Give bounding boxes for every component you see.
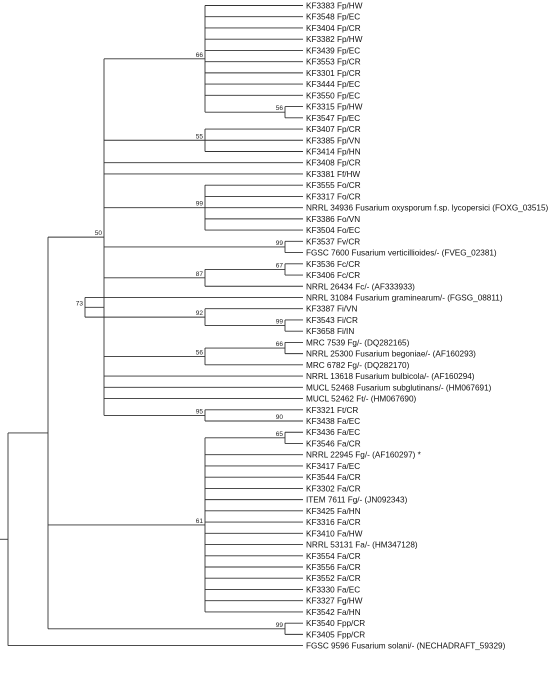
bootstrap-support-value: 66	[196, 52, 204, 59]
taxon-label: KF3425 Fa/HN	[306, 507, 361, 516]
taxon-label: KF3548 Fp/EC	[306, 13, 360, 22]
taxon-label: NRRL 26434 Fc/- (AF333933)	[306, 282, 415, 291]
taxon-label: KF3383 Fp/HW	[306, 2, 363, 11]
bootstrap-support-value: 66	[276, 341, 284, 348]
taxon-label: KF3410 Fa/HW	[306, 529, 363, 538]
taxon-label: KF3406 Fc/CR	[306, 271, 360, 280]
taxon-label: KF3417 Fa/EC	[306, 462, 360, 471]
bootstrap-support-value: 99	[276, 240, 284, 247]
taxon-label: FGSC 7600 Fusarium verticillioides/- (FV…	[306, 249, 497, 258]
bootstrap-support-value: 99	[196, 201, 204, 208]
taxon-label: MRC 6782 Fg/- (DQ282170)	[306, 361, 410, 370]
taxon-label: KF3439 Fp/EC	[306, 46, 360, 55]
taxon-label: KF3536 Fc/CR	[306, 260, 360, 269]
taxon-label: KF3550 Fp/EC	[306, 91, 360, 100]
taxon-label: KF3405 Fpp/CR	[306, 630, 365, 639]
taxon-label: KF3327 Fg/HW	[306, 597, 363, 606]
taxon-label: KF3547 Fp/EC	[306, 114, 360, 123]
taxon-label: ITEM 7611 Fg/- (JN092343)	[306, 496, 408, 505]
bootstrap-support-value: 92	[196, 310, 204, 317]
tree-branches	[0, 5, 303, 647]
taxon-label: KF3386 Fo/VN	[306, 215, 360, 224]
taxon-labels: KF3383 Fp/HW KF3548 Fp/EC KF3404 Fp/CR KF33…	[306, 2, 548, 651]
taxon-label: KF3302 Fa/CR	[306, 484, 361, 493]
taxon-label: MRC 7539 Fg/- (DQ282165)	[306, 338, 410, 347]
bootstrap-support-value: 95	[196, 408, 204, 415]
bootstrap-support-value: 50	[95, 230, 103, 237]
taxon-label: KF3315 Fp/HW	[306, 103, 363, 112]
taxon-label: NRRL 34936 Fusarium oxysporum f.sp. lyco…	[306, 204, 548, 213]
bootstrap-support-value: 55	[196, 133, 204, 140]
taxon-label: KF3444 Fp/EC	[306, 80, 360, 89]
bootstrap-support-value: 87	[196, 271, 204, 278]
taxon-label: KF3537 Fv/CR	[306, 237, 360, 246]
taxon-label: NRRL 22945 Fg/- (AF160297) *	[306, 451, 422, 460]
taxon-label: FGSC 9596 Fusarium solani/- (NECHADRAFT_…	[306, 642, 506, 651]
taxon-label: MUCL 52462 Ft/- (HM067690)	[306, 395, 417, 404]
taxon-label: KF3408 Fp/CR	[306, 159, 361, 168]
taxon-label: KF3321 Ft/CR	[306, 406, 358, 415]
taxon-label: KF3438 Fa/EC	[306, 417, 360, 426]
taxon-label: KF3317 Fo/CR	[306, 192, 361, 201]
bootstrap-support-value: 61	[196, 518, 204, 525]
bootstrap-support-value: 56	[276, 105, 284, 112]
bootstrap-support-value: 67	[276, 262, 284, 269]
taxon-label: KF3556 Fa/CR	[306, 563, 361, 572]
taxon-label: KF3414 Fp/HN	[306, 147, 361, 156]
bootstrap-support-value: 99	[276, 622, 284, 629]
taxon-label: KF3553 Fp/CR	[306, 58, 361, 67]
taxon-label: NRRL 25300 Fusarium begoniae/- (AF160293…	[306, 350, 476, 359]
taxon-label: KF3546 Fa/CR	[306, 439, 361, 448]
taxon-label: KF3542 Fa/HN	[306, 608, 361, 617]
taxon-label: NRRL 53131 Fa/- (HM347128)	[306, 541, 418, 550]
taxon-label: KF3330 Fa/EC	[306, 585, 360, 594]
taxon-label: KF3504 Fo/EC	[306, 226, 360, 235]
taxon-label: NRRL 31084 Fusarium graminearum/- (FGSG_…	[306, 293, 503, 302]
taxon-label: KF3385 Fp/VN	[306, 136, 360, 145]
bootstrap-support-value: 73	[76, 300, 84, 307]
taxon-label: KF3552 Fa/CR	[306, 574, 361, 583]
taxon-label: KF3387 Fi/VN	[306, 305, 358, 314]
taxon-label: KF3540 Fpp/CR	[306, 619, 365, 628]
bootstrap-support-value: 65	[276, 431, 284, 438]
taxon-label: MUCL 52468 Fusarium subglutinans/- (HM06…	[306, 383, 492, 392]
taxon-label: KF3554 Fa/CR	[306, 552, 361, 561]
taxon-label: KF3407 Fp/CR	[306, 125, 361, 134]
bootstrap-support-value: 56	[196, 349, 204, 356]
taxon-label: KF3555 Fo/CR	[306, 181, 361, 190]
taxon-label: KF3544 Fa/CR	[306, 473, 361, 482]
taxon-label: NRRL 13618 Fusarium bulbicola/- (AF16029…	[306, 372, 475, 381]
bootstrap-support-value: 99	[276, 319, 284, 326]
taxon-label: KF3543 Fi/CR	[306, 316, 358, 325]
bootstrap-support-value: 90	[276, 414, 284, 421]
taxon-label: KF3404 Fp/CR	[306, 24, 361, 33]
taxon-label: KF3436 Fa/EC	[306, 428, 360, 437]
taxon-label: KF3381 Ff/HW	[306, 170, 360, 179]
taxon-label: KF3382 Fp/HW	[306, 35, 363, 44]
taxon-label: KF3658 Fi/IN	[306, 327, 354, 336]
support-values: 56 66 55 99 99 67 87 99 92 73 66 56 90 95 50 65 61 99	[76, 52, 284, 629]
taxon-label: KF3301 Fp/CR	[306, 69, 361, 78]
taxon-label: KF3316 Fa/CR	[306, 518, 361, 527]
